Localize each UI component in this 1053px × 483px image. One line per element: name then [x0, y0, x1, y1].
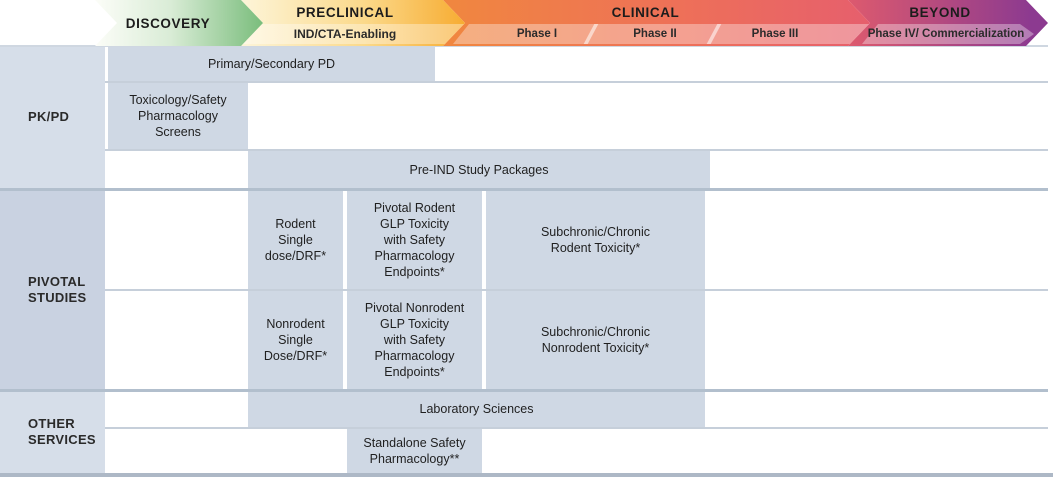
section-label-pivotal-studies: PIVOTAL STUDIES	[0, 190, 105, 389]
row-line-pkpd-1	[105, 81, 1048, 83]
section-line-1	[0, 188, 1048, 191]
stage-preclinical-sublabel: IND/CTA-Enabling	[293, 27, 397, 41]
stage-discovery: DISCOVERY	[95, 0, 263, 46]
phase-i-label: Phase I	[516, 28, 558, 40]
row-line-other	[105, 426, 1048, 429]
row-line-pivotal	[105, 289, 1048, 291]
bar-pivotal-rodent-glp-toxicity: Pivotal Rodent GLP Toxicity with Safety …	[347, 191, 482, 289]
section-label-pkpd: PK/PD	[0, 47, 105, 188]
bar-standalone-safety-pharmacology: Standalone Safety Pharmacology**	[347, 428, 482, 473]
bar-nonrodent-single-dose-drf: Nonrodent Single Dose/DRF*	[248, 291, 343, 389]
stage-preclinical-subband	[241, 24, 465, 44]
stage-clinical: CLINICAL Phase I Phase II Phase III	[443, 0, 870, 46]
bar-pivotal-nonrodent-glp-toxicity: Pivotal Nonrodent GLP Toxicity with Safe…	[347, 291, 482, 389]
bottom-border-bar	[0, 473, 1053, 477]
stage-beyond-sublabel: Phase IV/ Commercialization	[867, 28, 1025, 40]
bar-rodent-single-dose-drf: Rodent Single dose/DRF*	[248, 191, 343, 289]
phase-ii-label: Phase II	[633, 28, 677, 40]
stage-clinical-subband	[443, 24, 870, 44]
stage-preclinical: PRECLINICAL IND/CTA-Enabling	[241, 0, 465, 46]
stage-discovery-label: DISCOVERY	[125, 15, 211, 31]
stage-beyond-label: BEYOND	[909, 5, 971, 20]
phase-iii-label: Phase III	[751, 28, 799, 40]
banner-bottom-line	[0, 45, 1048, 47]
bar-subchronic-chronic-rodent-toxicity: Subchronic/Chronic Rodent Toxicity*	[486, 191, 705, 289]
section-line-2	[0, 389, 1048, 392]
section-label-other-services: OTHER SERVICES	[0, 391, 105, 473]
bar-pre-ind-study-packages: Pre-IND Study Packages	[248, 151, 710, 188]
bar-laboratory-sciences: Laboratory Sciences	[248, 391, 705, 427]
stage-beyond: BEYOND Phase IV/ Commercialization	[848, 0, 1048, 46]
bar-subchronic-chronic-nonrodent-toxicity: Subchronic/Chronic Nonrodent Toxicity*	[486, 291, 705, 389]
bar-primary-secondary-pd: Primary/Secondary PD	[108, 47, 435, 81]
stage-clinical-label: CLINICAL	[611, 5, 680, 20]
row-line-pkpd-2	[105, 149, 1048, 151]
stage-beyond-subband	[848, 24, 1048, 44]
stage-preclinical-label: PRECLINICAL	[296, 5, 394, 20]
bar-toxicology-safety-pharmacology-screens: Toxicology/Safety Pharmacology Screens	[108, 83, 248, 149]
